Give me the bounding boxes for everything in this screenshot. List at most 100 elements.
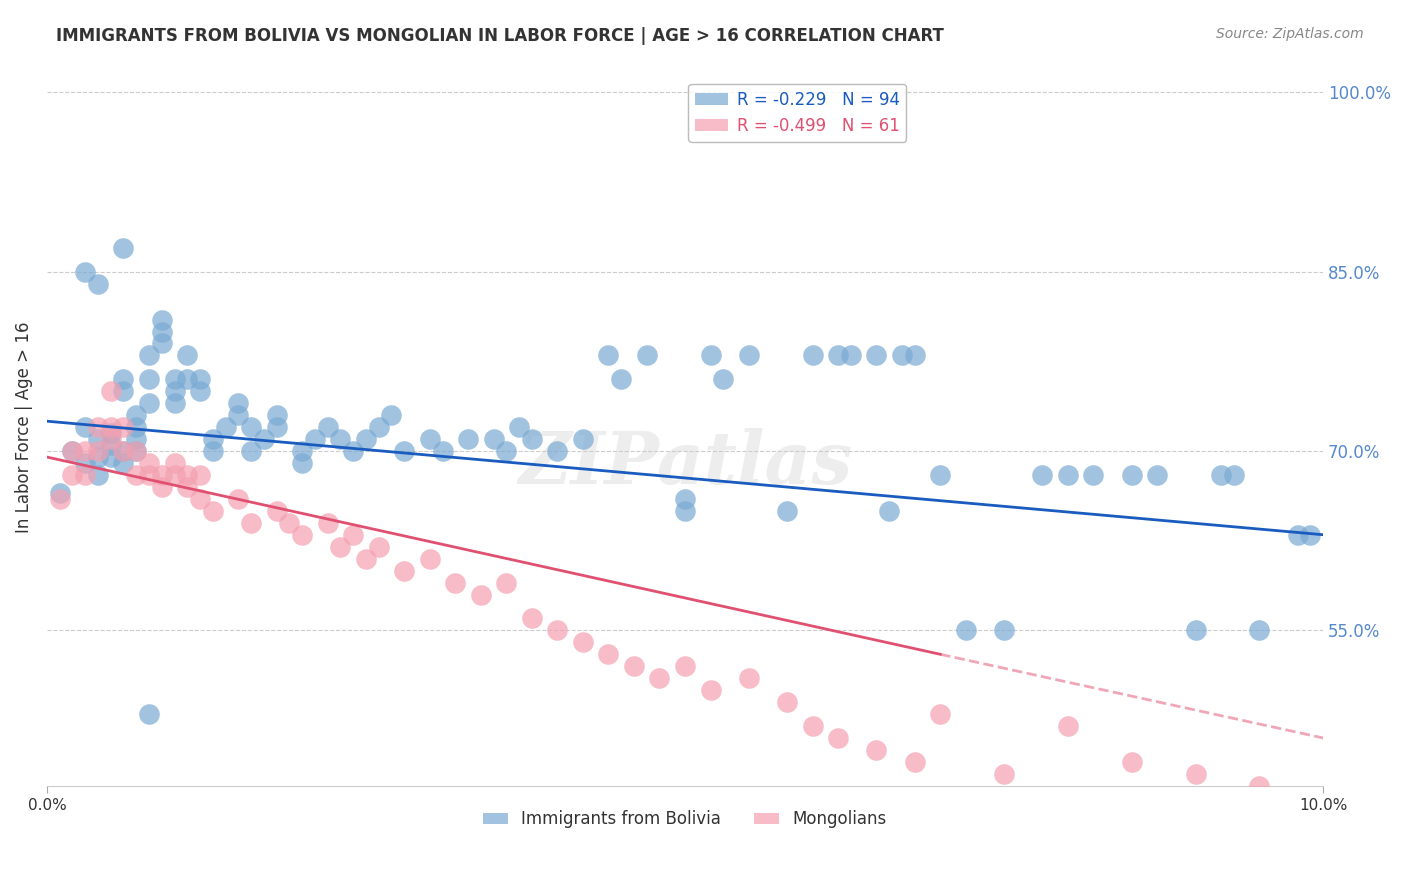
Y-axis label: In Labor Force | Age > 16: In Labor Force | Age > 16 [15,321,32,533]
Immigrants from Bolivia [125,444,148,458]
Mongolians [125,467,148,482]
Immigrants from Bolivia [636,348,658,362]
Mongolians [100,420,122,434]
Immigrants from Bolivia [394,444,416,458]
Immigrants from Bolivia [100,426,122,441]
Immigrants from Bolivia [228,396,250,410]
Immigrants from Bolivia [240,420,263,434]
Immigrants from Bolivia [188,372,211,386]
Immigrants from Bolivia [75,420,97,434]
Immigrants from Bolivia [291,444,314,458]
Mongolians [993,767,1015,781]
Mongolians [865,743,887,757]
Immigrants from Bolivia [877,504,900,518]
Immigrants from Bolivia [457,432,479,446]
Mongolians [699,683,721,698]
Immigrants from Bolivia [367,420,389,434]
Immigrants from Bolivia [432,444,454,458]
Immigrants from Bolivia [75,456,97,470]
Mongolians [1249,779,1271,793]
Immigrants from Bolivia [801,348,824,362]
Immigrants from Bolivia [112,372,135,386]
Immigrants from Bolivia [711,372,734,386]
Mongolians [87,444,110,458]
Immigrants from Bolivia [316,420,339,434]
Immigrants from Bolivia [839,348,862,362]
Mongolians [342,527,364,541]
Immigrants from Bolivia [1286,527,1309,541]
Immigrants from Bolivia [904,348,927,362]
Immigrants from Bolivia [62,444,84,458]
Mongolians [929,707,952,722]
Mongolians [112,444,135,458]
Mongolians [150,480,173,494]
Mongolians [673,659,696,673]
Immigrants from Bolivia [1249,624,1271,638]
Mongolians [163,456,186,470]
Immigrants from Bolivia [266,408,288,422]
Mongolians [291,527,314,541]
Immigrants from Bolivia [827,348,849,362]
Immigrants from Bolivia [482,432,505,446]
Mongolians [62,444,84,458]
Immigrants from Bolivia [508,420,530,434]
Immigrants from Bolivia [929,467,952,482]
Immigrants from Bolivia [865,348,887,362]
Mongolians [125,444,148,458]
Immigrants from Bolivia [125,420,148,434]
Immigrants from Bolivia [163,372,186,386]
Mongolians [316,516,339,530]
Immigrants from Bolivia [673,491,696,506]
Immigrants from Bolivia [1031,467,1053,482]
Mongolians [62,467,84,482]
Mongolians [546,624,568,638]
Mongolians [48,491,70,506]
Immigrants from Bolivia [955,624,977,638]
Immigrants from Bolivia [163,384,186,399]
Immigrants from Bolivia [342,444,364,458]
Mongolians [394,564,416,578]
Immigrants from Bolivia [380,408,402,422]
Immigrants from Bolivia [75,265,97,279]
Immigrants from Bolivia [1184,624,1206,638]
Mongolians [75,467,97,482]
Immigrants from Bolivia [891,348,914,362]
Mongolians [520,611,543,625]
Immigrants from Bolivia [1146,467,1168,482]
Immigrants from Bolivia [138,396,160,410]
Mongolians [1057,719,1080,733]
Immigrants from Bolivia [176,372,198,386]
Immigrants from Bolivia [1083,467,1105,482]
Immigrants from Bolivia [138,348,160,362]
Immigrants from Bolivia [1121,467,1143,482]
Immigrants from Bolivia [150,325,173,339]
Mongolians [827,731,849,745]
Mongolians [188,491,211,506]
Immigrants from Bolivia [112,444,135,458]
Immigrants from Bolivia [572,432,595,446]
Immigrants from Bolivia [329,432,352,446]
Mongolians [367,540,389,554]
Immigrants from Bolivia [240,444,263,458]
Mongolians [100,384,122,399]
Text: IMMIGRANTS FROM BOLIVIA VS MONGOLIAN IN LABOR FORCE | AGE > 16 CORRELATION CHART: IMMIGRANTS FROM BOLIVIA VS MONGOLIAN IN … [56,27,943,45]
Mongolians [278,516,301,530]
Mongolians [419,551,441,566]
Immigrants from Bolivia [150,336,173,351]
Mongolians [904,755,927,769]
Mongolians [100,432,122,446]
Immigrants from Bolivia [520,432,543,446]
Immigrants from Bolivia [176,348,198,362]
Mongolians [738,671,761,685]
Immigrants from Bolivia [125,408,148,422]
Mongolians [470,587,492,601]
Immigrants from Bolivia [304,432,326,446]
Immigrants from Bolivia [253,432,276,446]
Immigrants from Bolivia [201,444,224,458]
Mongolians [495,575,517,590]
Text: Source: ZipAtlas.com: Source: ZipAtlas.com [1216,27,1364,41]
Mongolians [1121,755,1143,769]
Mongolians [201,504,224,518]
Immigrants from Bolivia [112,241,135,255]
Text: ZIPatlas: ZIPatlas [517,427,852,499]
